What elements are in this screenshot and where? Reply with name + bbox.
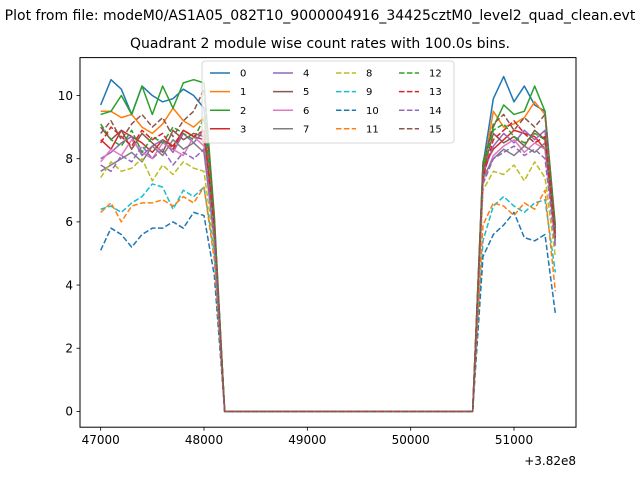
legend-label-5: 5 (303, 87, 309, 98)
x-tick-label: 48000 (185, 433, 223, 447)
x-tick-label: 49000 (288, 433, 326, 447)
plot-frame (79, 57, 577, 428)
y-tick-label: 10 (58, 89, 73, 103)
series-line-14 (100, 145, 557, 413)
legend-label-0: 0 (240, 69, 246, 80)
legend-label-6: 6 (303, 106, 309, 117)
axis-ticks: 47000 48000 49000 50000 51000 0 2 4 6 8 10 +3.82e8 (58, 89, 576, 468)
legend-label-13: 13 (429, 87, 442, 98)
legend-box (201, 60, 455, 144)
legend-label-7: 7 (303, 124, 309, 135)
series-line-13 (100, 120, 557, 413)
y-tick-label: 6 (65, 215, 73, 229)
series-line-9 (100, 183, 557, 413)
legend-label-15: 15 (429, 124, 442, 135)
series-line-11 (100, 186, 557, 413)
y-tick-label: 2 (65, 342, 73, 356)
x-offset-label: +3.82e8 (524, 454, 576, 468)
figure-suptitle: Plot from file: modeM0/AS1A05_082T10_900… (4, 8, 636, 24)
x-tick-label: 47000 (82, 433, 120, 447)
legend-label-1: 1 (240, 87, 246, 98)
x-tick-label: 50000 (392, 433, 430, 447)
y-tick-label: 8 (65, 152, 73, 166)
series-layer (99, 75, 557, 413)
legend-label-11: 11 (366, 124, 379, 135)
series-line-6 (100, 135, 557, 413)
legend-label-12: 12 (429, 69, 442, 80)
series-line-7 (100, 138, 557, 413)
y-tick-label: 4 (65, 278, 73, 292)
x-tick-label: 51000 (495, 433, 533, 447)
series-line-8 (100, 157, 557, 413)
legend-label-4: 4 (303, 69, 309, 80)
legend-label-2: 2 (240, 106, 246, 117)
series-line-15 (100, 88, 557, 413)
legend-label-9: 9 (366, 87, 372, 98)
legend-label-10: 10 (366, 106, 379, 117)
series-line-10 (99, 211, 557, 413)
y-tick-label: 0 (65, 405, 73, 419)
legend-label-8: 8 (366, 69, 372, 80)
legend-label-3: 3 (240, 124, 246, 135)
legend-label-14: 14 (429, 106, 442, 117)
chart-title: Quadrant 2 module wise count rates with … (130, 36, 510, 52)
